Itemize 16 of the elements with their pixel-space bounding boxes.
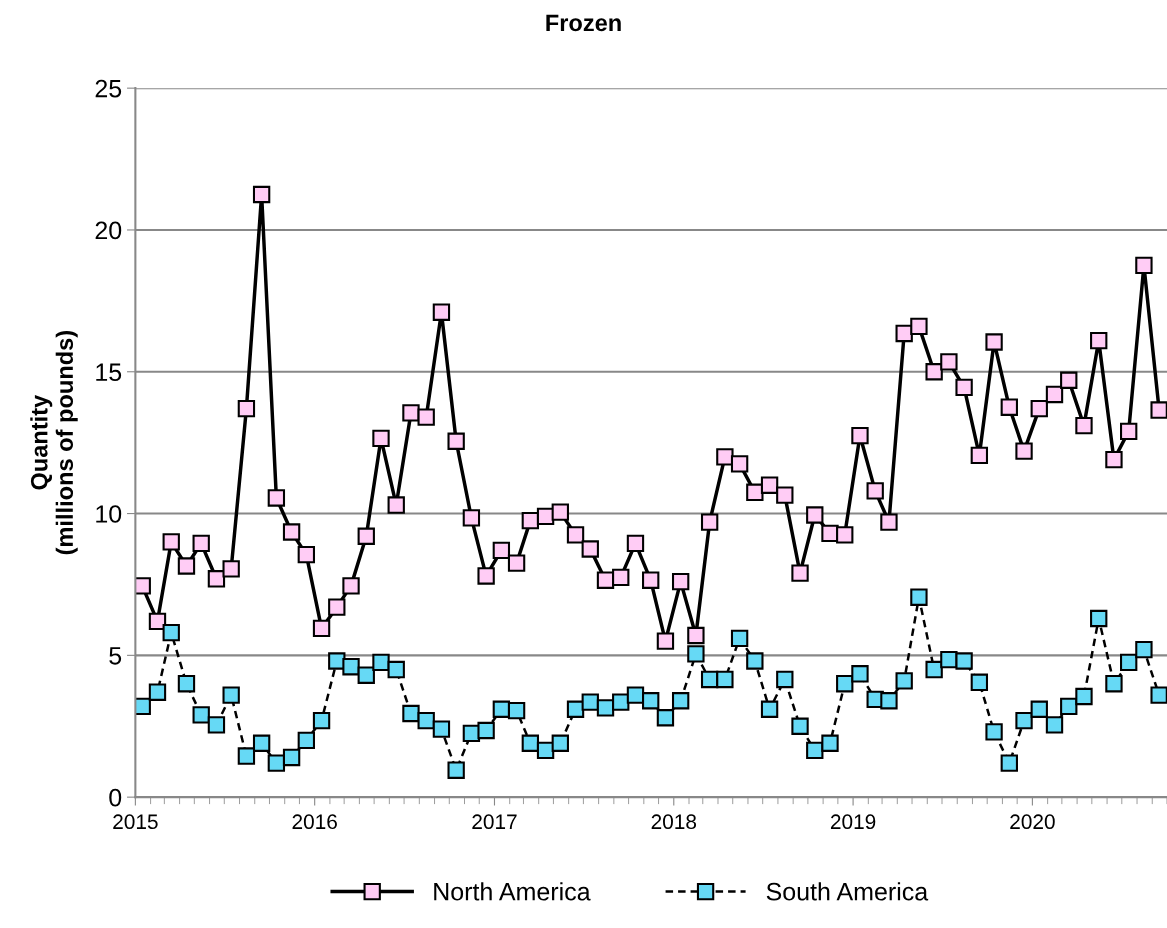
y-axis-title: Quantity (millions of pounds) — [30, 331, 78, 555]
chart-title: Frozen — [546, 14, 621, 32]
x-tick-label: 2020 — [1010, 814, 1055, 830]
x-tick-label: 2017 — [472, 814, 517, 830]
y-tick-label: 5 — [109, 647, 122, 665]
legend-label: North America — [434, 882, 591, 901]
legend-label: South America — [766, 882, 929, 901]
y-tick-label: 25 — [95, 79, 122, 98]
x-tick-label: 2016 — [292, 814, 337, 830]
y-tick-label: 10 — [96, 505, 122, 523]
y-tick-label: 15 — [96, 363, 122, 382]
x-tick-label: 2015 — [113, 814, 158, 830]
y-tick-label: 0 — [109, 788, 122, 807]
x-tick-label: 2018 — [651, 814, 697, 830]
x-tick-label: 2019 — [830, 814, 876, 830]
y-tick-label: 20 — [95, 221, 122, 240]
